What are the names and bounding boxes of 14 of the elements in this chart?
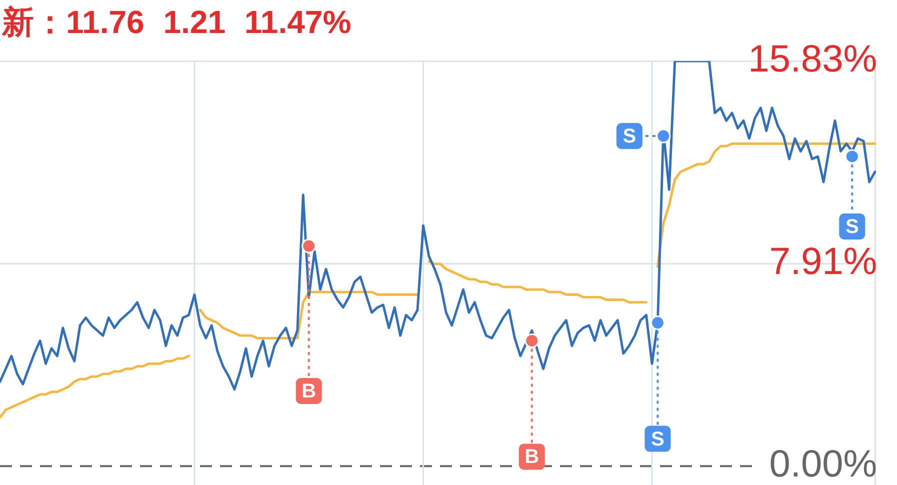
legend-label: S bbox=[622, 125, 636, 148]
text: S bbox=[651, 428, 664, 450]
point bbox=[656, 128, 671, 144]
text: S bbox=[845, 216, 859, 238]
point bbox=[844, 149, 860, 164]
chart-title: 新：11.76 1.21 11.47% bbox=[2, 3, 352, 42]
y-tick-label: 0.00% bbox=[769, 444, 877, 485]
y-tick-label: 15.83% bbox=[748, 38, 877, 80]
point bbox=[650, 316, 665, 330]
text: B bbox=[302, 380, 316, 403]
point bbox=[302, 238, 316, 254]
point bbox=[524, 333, 540, 348]
text: B bbox=[524, 446, 540, 468]
y-tick-label: 7.91% bbox=[769, 241, 877, 284]
